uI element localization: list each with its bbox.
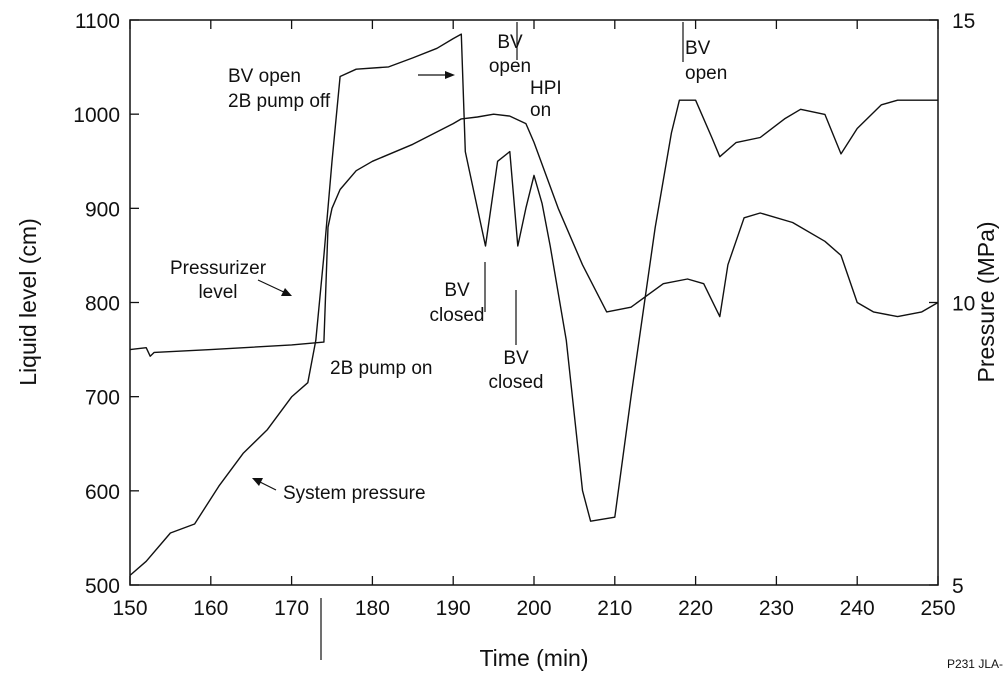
y-tick-label: 1100 — [75, 10, 120, 33]
y-tick-label: 600 — [85, 481, 120, 504]
x-tick-label: 170 — [274, 597, 309, 620]
x-tick-label: 220 — [678, 597, 713, 620]
annotation: closed — [430, 305, 485, 326]
x-tick-label: 180 — [355, 597, 390, 620]
arrowhead — [252, 478, 263, 486]
x-tick-label: 190 — [436, 597, 471, 620]
y2-tick-label: 10 — [952, 293, 975, 316]
pointer — [257, 279, 289, 295]
annotation: 2B pump on — [330, 358, 432, 379]
x-tick-label: 200 — [516, 597, 551, 620]
annotation: open — [489, 56, 531, 77]
series-line — [129, 33, 938, 576]
pointers — [252, 22, 684, 660]
y-axis-label: Liquid level (cm) — [15, 218, 41, 385]
y-tick-label: 500 — [85, 575, 120, 598]
y-tick-label: 800 — [85, 293, 120, 316]
x-tick-label: 250 — [920, 597, 955, 620]
y-tick-label: 1000 — [73, 104, 120, 127]
y2-tick-label: 15 — [952, 10, 975, 33]
x-tick-label: 160 — [193, 597, 228, 620]
annotation: BV open — [228, 66, 301, 87]
annotation: BV — [685, 38, 711, 59]
x-tick-label: 150 — [112, 597, 147, 620]
x-axis-label: Time (min) — [479, 645, 588, 671]
footnote: P231 JLA- — [947, 657, 1003, 671]
series-line — [129, 113, 939, 357]
y-tick-label: 700 — [85, 387, 120, 410]
annotation: HPI — [530, 78, 562, 99]
y2-axis-label: Pressure (MPa) — [973, 221, 999, 382]
arrowhead — [281, 288, 292, 296]
annotation: System pressure — [283, 483, 426, 504]
annotation: Pressurizer — [170, 258, 267, 279]
annotation: level — [198, 282, 237, 303]
annotation: BV — [497, 32, 523, 53]
annotation: 2B pump off — [228, 91, 331, 112]
x-tick-label: 230 — [759, 597, 794, 620]
arrowhead — [445, 71, 455, 79]
annotation: BV — [444, 280, 470, 301]
x-tick-label: 210 — [597, 597, 632, 620]
y-tick-label: 900 — [85, 198, 120, 221]
annotation: open — [685, 63, 727, 84]
annotation: closed — [489, 372, 544, 393]
y2-tick-label: 5 — [952, 575, 964, 598]
annotation: on — [530, 100, 551, 121]
annotation: BV — [503, 348, 529, 369]
x-tick-label: 240 — [840, 597, 875, 620]
